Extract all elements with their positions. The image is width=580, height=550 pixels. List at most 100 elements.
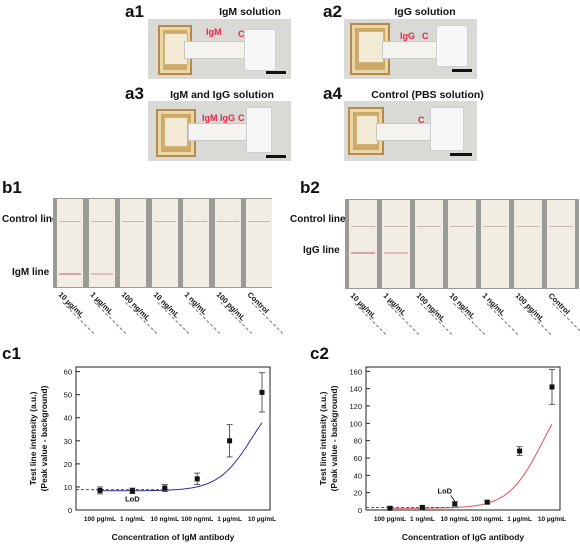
control-line-mark [384, 226, 408, 227]
data-point [387, 505, 393, 511]
y-tick-label: 0 [68, 506, 72, 515]
control-line-mark [59, 221, 81, 222]
test-strip [514, 200, 542, 288]
concentration-label: 1 ng/mL [480, 291, 508, 318]
control-line-mark [90, 221, 113, 222]
test-strip [481, 200, 509, 288]
data-point [227, 438, 233, 444]
concentration-label: Control [245, 290, 271, 316]
scale-bar [266, 155, 286, 158]
y-tick-label: 100 [349, 419, 362, 428]
y-tick-label: 50 [64, 391, 72, 400]
y-tick-label: 140 [349, 385, 362, 394]
data-point [129, 488, 135, 494]
lod-label: LoD [125, 495, 140, 504]
data-point [194, 476, 200, 482]
x-tick-label: 10 ng/mL [441, 516, 470, 523]
test-strip [88, 199, 115, 287]
y-tick-label: 80 [354, 437, 362, 446]
x-axis-label: Concentration of IgM antibody [112, 532, 235, 542]
data-point [517, 448, 523, 454]
control-line-mark [483, 226, 507, 227]
c-mark: C [238, 113, 245, 123]
control-line-mark [549, 226, 573, 227]
panel-title-a4: Control (PBS solution) [371, 89, 484, 101]
panel-label-c2: c2 [310, 344, 329, 363]
control-line-mark [185, 221, 207, 222]
y-axis-label: Test line intensity (a.u.) [318, 391, 328, 485]
control-line-mark [216, 221, 239, 222]
lod-arrow [450, 495, 456, 502]
x-tick-label: 10 µg/mL [538, 516, 566, 523]
fit-curve [390, 423, 553, 509]
y-tick-label: 120 [349, 402, 362, 411]
y-tick-label: 20 [64, 460, 72, 469]
data-point [419, 504, 425, 510]
igg-mark: IgG [400, 31, 415, 41]
y-axis-label: Test line intensity (a.u.) [28, 391, 38, 485]
test-strip [57, 199, 83, 287]
photo-a2: IgG C [344, 19, 477, 79]
y-tick-label: 30 [64, 437, 72, 446]
data-point [484, 499, 490, 505]
panel-title-a3: IgM and IgG solution [170, 89, 274, 101]
data-point [162, 485, 168, 491]
igg-mark: IgG [220, 113, 235, 123]
concentration-label: 100 ng/mL [119, 290, 153, 323]
scale-bar [452, 69, 472, 72]
concentration-label: 1 µg/mL [381, 291, 409, 318]
concentration-label: 10 ng/mL [447, 291, 478, 321]
x-tick-label: 100 ng/mL [181, 516, 213, 523]
photo-a4: C [344, 101, 477, 161]
data-point [549, 384, 555, 390]
test-strip [382, 200, 410, 288]
x-tick-label: 100 pg/mL [84, 516, 116, 523]
panel-label-b2: b2 [300, 178, 320, 197]
x-tick-label: 10 ng/mL [151, 516, 180, 523]
control-line-mark [122, 221, 144, 222]
control-line-label: Control line [290, 214, 346, 225]
concentration-label: 10 ng/mL [151, 290, 181, 320]
control-line-mark [351, 226, 375, 227]
test-strip [120, 199, 146, 287]
concentration-label: 100 ng/mL [414, 291, 448, 324]
c-mark: C [422, 31, 429, 41]
test-strip [151, 199, 178, 287]
test-line-label: IgG line [303, 245, 340, 256]
panel-label-b1: b1 [2, 178, 22, 197]
control-line-mark [248, 221, 270, 222]
y-tick-label: 160 [349, 367, 362, 376]
panel-label-a4: a4 [323, 84, 342, 103]
concentration-label: Control [546, 291, 572, 317]
y-tick-label: 60 [354, 454, 362, 463]
y-tick-label: 20 [354, 489, 362, 498]
y-axis-label: (Peak value - background) [329, 385, 339, 491]
x-tick-label: 10 µg/mL [248, 516, 276, 523]
y-tick-label: 40 [64, 414, 72, 423]
photo-a1: IgM C [148, 19, 291, 79]
data-point [452, 501, 458, 507]
plot-frame [365, 366, 561, 511]
chart-c1: 0 10 20 30 40 50 60 100 pg/mL 1 ng/mL 10 ng/mL 100… [28, 366, 276, 542]
concentration-label: 1 ng/mL [182, 290, 210, 317]
chart-c2: 0 20 40 60 80 100 120 140 160 100 pg/mL 1 ng/mL 10 … [318, 366, 566, 542]
y-tick-label: 10 [64, 483, 72, 492]
control-line-mark [450, 226, 474, 227]
y-tick-label: 40 [354, 471, 362, 480]
panel-label-a1: a1 [125, 2, 144, 21]
panel-title-a1: IgM solution [219, 6, 281, 18]
panel-title-a2: IgG solution [394, 6, 456, 18]
x-tick-label: 1 ng/mL [120, 516, 145, 523]
control-line-mark [153, 221, 176, 222]
test-strip [246, 199, 272, 287]
test-line-mark [59, 273, 81, 275]
test-strip [214, 199, 241, 287]
x-tick-label: 100 pg/mL [374, 516, 406, 523]
test-line-label: IgM line [12, 267, 50, 278]
test-strip [448, 200, 476, 288]
scale-bar [450, 153, 472, 156]
x-tick-label: 1 ng/mL [410, 516, 435, 523]
test-line-mark [384, 252, 408, 254]
test-line-mark [90, 273, 113, 275]
c-mark: C [238, 29, 245, 39]
